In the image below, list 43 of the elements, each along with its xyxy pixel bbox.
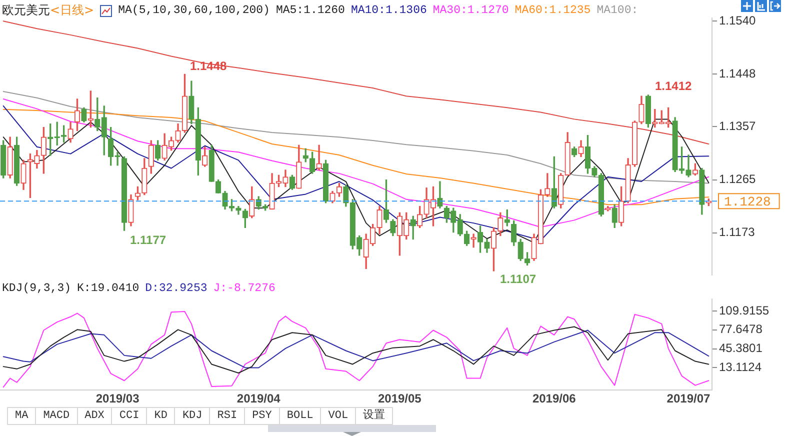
y-tick-label: 77.6478 [719, 322, 763, 336]
y-tick-label: 1.1448 [719, 66, 756, 80]
text: RSI [210, 408, 246, 424]
x-tick-label: 2019/07 [666, 392, 710, 406]
text: K:19.0410 [77, 282, 140, 295]
text: KD [147, 408, 176, 424]
chart-subtitle: <日线> [50, 2, 94, 19]
annotation: 1.1448 [190, 59, 227, 73]
y-tick-label: 109.9155 [719, 303, 770, 318]
text: MA5:1.1260 [276, 4, 345, 17]
text: MA30:1.1270 [432, 4, 509, 17]
legend-title: KDJ(9,3,3) [2, 282, 72, 295]
y-tick-label: 1.1540 [719, 13, 756, 28]
text: J:-8.7276 [213, 282, 276, 295]
text: MA10:1.1306 [350, 4, 427, 17]
x-tick-label: 2019/06 [532, 392, 576, 406]
text: BOLL [280, 408, 322, 424]
y-tick-label: 1.1265 [719, 172, 756, 186]
y-tick-label: 13.1124 [719, 360, 762, 374]
ref-line-label: 1.1228 [724, 194, 771, 210]
text: MA60:1.1235 [514, 4, 591, 17]
candlestick [316, 144, 322, 170]
x-tick-label: 2019/04 [236, 392, 281, 406]
text: PSY [245, 408, 280, 424]
text: MACD [36, 408, 78, 424]
text: CCI [112, 408, 148, 424]
text: MA100: [596, 4, 638, 17]
chart-title: 欧元美元 [2, 2, 50, 19]
y-tick-label: 45.3801 [719, 341, 763, 356]
text: ADX [78, 408, 112, 424]
text: KDJ [175, 408, 210, 424]
y-tick-label: 1.1173 [719, 225, 756, 240]
text: VOL [321, 408, 356, 424]
annotation: 1.1177 [130, 233, 166, 247]
text: D:32.9253 [145, 282, 208, 295]
annotation: 1.1107 [500, 272, 536, 286]
legend-title: MA(5,10,30,60,100,200) [118, 4, 270, 17]
x-tick-label: 2019/05 [378, 392, 422, 406]
text: 设置 [356, 408, 394, 424]
text: MA [7, 408, 36, 424]
annotation: 1.1412 [655, 79, 692, 93]
y-tick-label: 1.1357 [719, 119, 756, 134]
x-tick-label: 2019/03 [96, 392, 140, 406]
